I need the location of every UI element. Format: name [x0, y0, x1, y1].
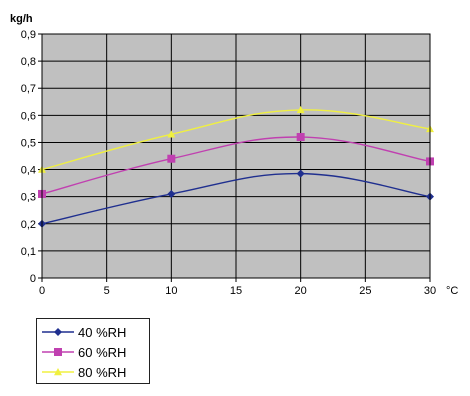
- series-3-point: [296, 105, 305, 114]
- legend-marker: [54, 348, 62, 356]
- legend-swatch: [42, 368, 74, 376]
- legend-item: 60 %RH: [37, 342, 149, 362]
- legend-marker: [54, 328, 62, 336]
- x-tick-label: 15: [230, 285, 242, 297]
- legend-label: 60 %RH: [78, 344, 127, 360]
- x-tick-label: 5: [104, 285, 110, 297]
- y-tick-label: 0,3: [21, 192, 36, 204]
- y-axis-unit: kg/h: [10, 13, 33, 25]
- series-3-point: [167, 130, 176, 138]
- legend-item: 80 %RH: [37, 362, 149, 382]
- y-tick-label: 0,4: [21, 165, 36, 177]
- series-2-point: [167, 154, 176, 163]
- series-1-point: [296, 169, 305, 178]
- x-tick-label: 30: [424, 285, 436, 297]
- x-axis-unit: °C: [446, 285, 458, 297]
- plot-border: [41, 33, 431, 279]
- series-2-point: [296, 133, 305, 142]
- x-tick-label: 25: [359, 285, 371, 297]
- x-tick-label: 20: [295, 285, 307, 297]
- y-tick-label: 0: [30, 273, 36, 285]
- legend-label: 80 %RH: [78, 364, 127, 380]
- series-1-point: [167, 189, 176, 198]
- y-tick-label: 0,2: [21, 219, 36, 231]
- y-tick-label: 0,1: [21, 246, 36, 258]
- legend-item: 40 %RH: [37, 322, 149, 342]
- y-tick-label: 0,9: [21, 29, 36, 41]
- x-tick-label: 10: [165, 285, 177, 297]
- x-tick-label: 0: [39, 285, 45, 297]
- y-tick-label: 0,5: [21, 137, 36, 149]
- legend: 40 %RH 60 %RH 80 %RH: [36, 318, 150, 384]
- y-tick-label: 0,8: [21, 56, 36, 68]
- x-axis-ticks: 0 5 10 15 20 25 30: [39, 278, 436, 297]
- series-line-3: [41, 109, 431, 171]
- series-line-1: [41, 172, 431, 225]
- y-tick-label: 0,6: [21, 110, 36, 122]
- series-line-2: [41, 136, 431, 195]
- y-tick-label: 0,7: [21, 83, 36, 95]
- legend-label: 40 %RH: [78, 324, 127, 340]
- y-axis-ticks: 0 0,1 0,2 0,3 0,4 0,5 0,6 0,7 0,8 0,9: [21, 29, 42, 285]
- legend-swatch: [42, 348, 74, 356]
- legend-swatch: [42, 328, 74, 336]
- legend-marker: [54, 368, 62, 376]
- line-chart: 0 0,1 0,2 0,3 0,4 0,5 0,6 0,7 0,8 0,9 0 5 10 15 20 25 3…: [10, 13, 458, 297]
